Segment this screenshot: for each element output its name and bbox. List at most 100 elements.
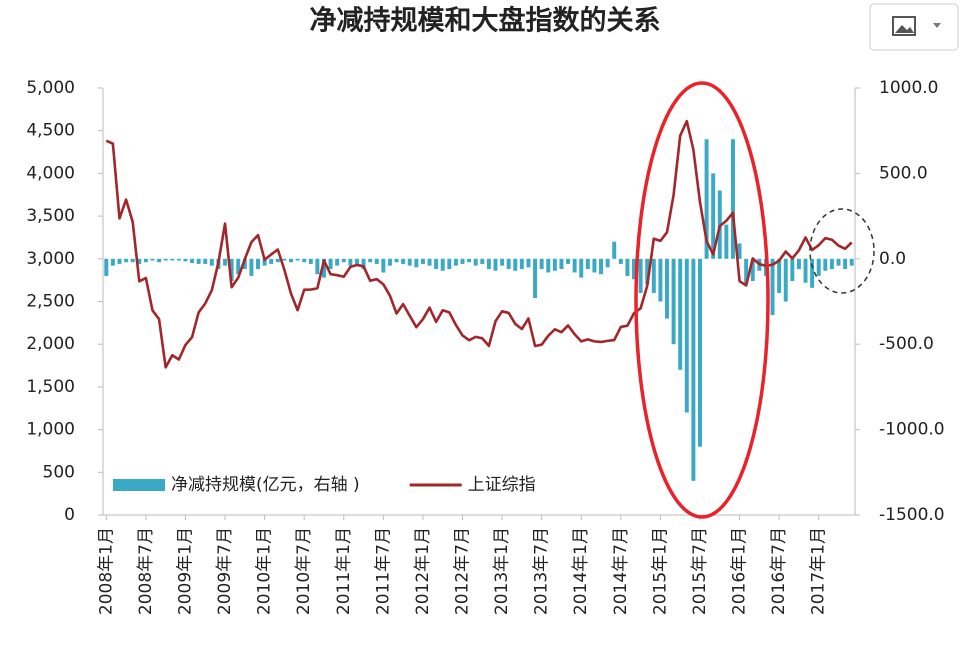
bar: [183, 258, 188, 262]
bar: [447, 258, 452, 270]
bar: [322, 258, 326, 278]
bar: [117, 258, 122, 264]
legend-label: 上证综指: [468, 475, 536, 495]
bar: [678, 258, 683, 370]
bar: [704, 139, 709, 259]
bar: [157, 258, 162, 263]
y2-tick-label: 0.0: [879, 249, 906, 269]
bar: [262, 258, 267, 266]
bar: [579, 258, 584, 278]
bar: [236, 258, 241, 275]
x-tick-label: 2012年7月: [453, 527, 473, 615]
bar: [698, 258, 702, 447]
bar: [440, 258, 445, 271]
bar: [289, 258, 293, 263]
dropdown-caret: [933, 23, 941, 28]
image-button[interactable]: [869, 3, 959, 51]
bar: [229, 258, 234, 282]
bar: [150, 258, 155, 261]
bar: [341, 258, 346, 263]
bar: [387, 258, 392, 266]
y2-tick-label: 1000.0: [879, 78, 938, 98]
bar: [816, 258, 821, 276]
x-tick-label: 2009年1月: [175, 527, 195, 615]
bar: [552, 258, 557, 271]
bar: [480, 258, 485, 264]
bar: [269, 258, 274, 264]
bar: [308, 258, 313, 264]
y-tick-label: 5,000: [26, 78, 75, 98]
x-tick-label: 2014年1月: [571, 527, 591, 615]
bar: [209, 258, 214, 266]
bar: [256, 258, 260, 270]
bar: [176, 258, 181, 261]
highlight-ellipse: [634, 81, 770, 519]
legend-swatch: [113, 479, 165, 491]
bar: [572, 258, 577, 273]
bar: [137, 258, 142, 264]
bar: [546, 258, 551, 273]
bar: [110, 258, 115, 266]
bar: [295, 258, 300, 261]
bar: [170, 258, 175, 261]
bar: [473, 258, 478, 266]
bar: [559, 258, 564, 270]
bar: [381, 258, 386, 273]
bar: [770, 258, 775, 316]
bar: [737, 243, 742, 259]
bar: [335, 258, 340, 266]
y-tick-label: 2,000: [26, 334, 75, 354]
bar: [777, 258, 782, 293]
bar: [513, 258, 518, 271]
x-tick-label: 2011年1月: [334, 527, 354, 615]
bar: [130, 258, 135, 263]
bar: [368, 258, 373, 263]
bar: [803, 258, 808, 283]
x-tick-label: 2016年7月: [769, 527, 789, 615]
bar: [506, 258, 511, 270]
bar: [249, 258, 254, 276]
bar: [407, 258, 412, 266]
bar: [361, 258, 366, 270]
bar: [665, 258, 669, 319]
bar: [163, 258, 168, 261]
bar: [691, 258, 696, 481]
y-tick-label: 3,500: [26, 206, 75, 226]
bar: [394, 258, 399, 263]
y-tick-label: 2,500: [26, 292, 75, 312]
bar: [612, 241, 617, 259]
x-tick-label: 2013年7月: [532, 527, 552, 615]
bar: [328, 258, 333, 270]
bar: [684, 258, 689, 413]
y2-tick-label: -1500.0: [879, 505, 945, 525]
bar: [526, 258, 531, 268]
bar: [585, 258, 590, 270]
y2-tick-label: 500.0: [879, 163, 928, 183]
bar: [724, 224, 729, 259]
bar: [486, 258, 491, 270]
bar: [203, 258, 208, 264]
y-tick-label: 4,500: [26, 121, 75, 141]
x-tick-label: 2008年1月: [96, 527, 116, 615]
bar: [401, 258, 406, 264]
x-tick-label: 2016年1月: [730, 527, 750, 615]
bar: [810, 258, 815, 288]
bar: [467, 258, 472, 263]
bar: [275, 258, 280, 263]
chart-title: 净减持规模和大盘指数的关系: [310, 5, 661, 37]
bar: [849, 258, 854, 266]
y-tick-label: 1,000: [26, 420, 75, 440]
bar: [143, 258, 148, 263]
bar: [315, 258, 320, 275]
bar: [605, 258, 610, 268]
bar: [671, 258, 676, 345]
y2-tick-label: -1000.0: [879, 420, 945, 440]
bar: [348, 258, 353, 266]
bar: [190, 258, 195, 264]
bar: [539, 258, 544, 270]
legend-label: 净减持规模(亿元，右轴 ): [171, 475, 360, 495]
bar: [843, 258, 848, 270]
y-tick-label: 1,500: [26, 377, 75, 397]
bar: [124, 258, 129, 263]
bar: [711, 173, 716, 259]
